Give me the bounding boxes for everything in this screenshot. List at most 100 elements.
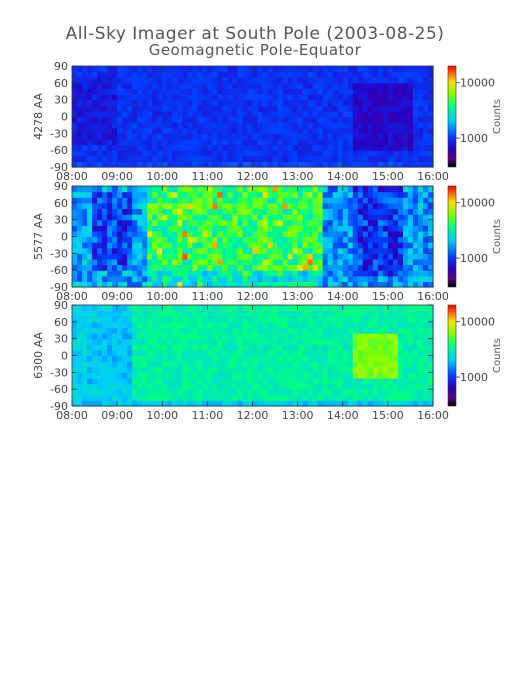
heatmap-cell — [257, 394, 264, 401]
heatmap-cell — [277, 377, 284, 385]
heatmap-cell — [282, 191, 289, 198]
heatmap-cell — [132, 338, 138, 345]
heatmap-cell — [87, 338, 93, 345]
heatmap-cell — [307, 110, 314, 118]
heatmap-cell — [337, 77, 344, 84]
heatmap-cell — [302, 110, 309, 118]
heatmap-cell — [192, 219, 198, 226]
heatmap-cell — [72, 88, 78, 95]
heatmap-cell — [257, 310, 264, 317]
heatmap-cell — [162, 327, 168, 334]
heatmap-cell — [227, 88, 234, 95]
heatmap-cell — [227, 321, 234, 329]
heatmap-cell — [302, 94, 309, 101]
heatmap-cell — [87, 400, 93, 407]
heatmap-cell — [347, 361, 354, 368]
heatmap-cell — [372, 191, 379, 198]
heatmap-cell — [142, 344, 148, 351]
heatmap-cell — [152, 258, 158, 266]
heatmap-cell — [382, 191, 389, 198]
heatmap-cell — [127, 94, 133, 101]
heatmap-cell — [92, 122, 98, 129]
heatmap-cell — [267, 394, 274, 401]
x-tick-label: 11:00 — [192, 290, 224, 303]
heatmap-cell — [342, 71, 349, 78]
heatmap-cell — [337, 225, 344, 232]
heatmap-cell — [217, 305, 224, 312]
heatmap-cell — [252, 88, 259, 95]
heatmap-cell — [382, 127, 389, 134]
heatmap-cell — [232, 361, 239, 368]
heatmap-cell — [427, 253, 434, 260]
heatmap-cell — [392, 338, 399, 345]
heatmap-cell — [82, 71, 88, 78]
heatmap-cell — [287, 144, 294, 151]
heatmap-cell — [112, 133, 118, 140]
heatmap-cell — [152, 366, 158, 373]
heatmap-cell — [77, 377, 83, 385]
heatmap-cell — [92, 110, 98, 118]
heatmap-cell — [112, 110, 118, 118]
heatmap-cell — [242, 202, 249, 210]
heatmap-cell — [342, 110, 349, 118]
heatmap-cell — [247, 127, 254, 134]
heatmap-cell — [402, 99, 409, 106]
heatmap-cell — [312, 242, 319, 249]
heatmap-cell — [97, 230, 103, 238]
heatmap-cell — [407, 344, 414, 351]
heatmap-cell — [242, 138, 249, 146]
heatmap-cell — [332, 275, 339, 282]
heatmap-cell — [397, 366, 404, 373]
heatmap-cell — [342, 361, 349, 368]
heatmap-cell — [197, 327, 203, 334]
heatmap-cell — [297, 321, 304, 329]
y-axis-label: 4278 AA — [32, 93, 45, 140]
heatmap-cell — [312, 372, 319, 379]
heatmap-cell — [97, 225, 103, 232]
heatmap-cell — [202, 327, 208, 334]
heatmap-cell — [87, 316, 93, 323]
heatmap-cell — [282, 355, 289, 362]
y-tick-label: 30 — [54, 214, 68, 227]
heatmap-cell — [257, 355, 264, 362]
heatmap-cell — [167, 127, 173, 134]
heatmap-cell — [277, 247, 284, 254]
heatmap-cell — [117, 275, 123, 282]
heatmap-cell — [377, 310, 384, 317]
heatmap-cell — [257, 275, 264, 282]
heatmap-cell — [102, 155, 108, 162]
heatmap-cell — [162, 389, 168, 396]
heatmap-cell — [372, 94, 379, 101]
heatmap-cell — [357, 236, 364, 243]
heatmap-cell — [152, 400, 158, 407]
heatmap-cell — [132, 122, 138, 129]
heatmap-cell — [277, 310, 284, 317]
heatmap-cell — [292, 372, 299, 379]
heatmap-cell — [102, 236, 108, 243]
heatmap-cell — [282, 258, 289, 266]
heatmap-cell — [122, 138, 128, 146]
heatmap-cell — [327, 202, 334, 210]
heatmap-cell — [297, 338, 304, 345]
heatmap-cell — [177, 202, 183, 210]
heatmap-cell — [182, 327, 188, 334]
heatmap-cell — [222, 264, 229, 271]
heatmap-cell — [337, 281, 344, 288]
heatmap-cell — [87, 264, 93, 271]
heatmap-cell — [77, 394, 83, 401]
heatmap-cell — [377, 253, 384, 260]
heatmap-cell — [427, 344, 434, 351]
heatmap-cell — [217, 372, 224, 379]
heatmap-cell — [177, 77, 183, 84]
heatmap-cell — [252, 344, 259, 351]
heatmap-cell — [367, 275, 374, 282]
heatmap-cell — [252, 264, 259, 271]
heatmap-cell — [352, 186, 359, 193]
heatmap-cell — [72, 191, 78, 198]
heatmap-cell — [297, 310, 304, 317]
heatmap-cell — [177, 191, 183, 198]
heatmap-cell — [292, 219, 299, 226]
heatmap-cell — [117, 305, 123, 312]
heatmap-cell — [377, 122, 384, 129]
heatmap-cell — [427, 138, 434, 146]
